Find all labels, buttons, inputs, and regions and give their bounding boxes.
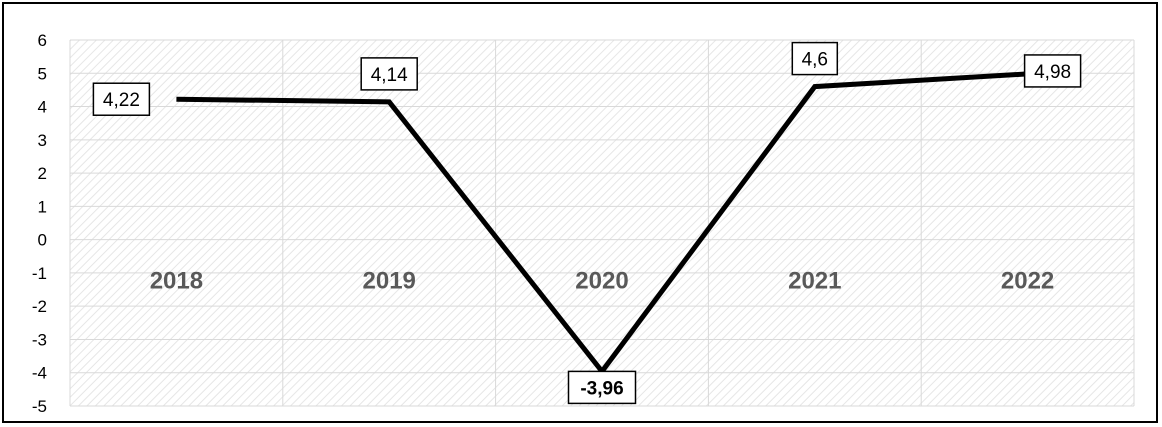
y-tick-label: 0: [38, 231, 47, 250]
x-category-label: 2018: [150, 268, 203, 295]
y-tick-label: -4: [32, 364, 47, 383]
data-label-box: [567, 370, 637, 405]
data-label-box: [360, 57, 418, 91]
data-label-text: 4,6: [802, 50, 828, 71]
data-labels: 4,22 4,14 -3,96 4,6 4,98: [92, 41, 1082, 405]
plot-area: [70, 40, 1134, 406]
y-tick-label: -3: [32, 330, 47, 349]
y-tick-label: 5: [38, 64, 47, 83]
x-category-label: 2019: [363, 268, 416, 295]
y-tick-label: 2: [38, 164, 47, 183]
data-label-2022: 4,98: [1023, 54, 1082, 88]
data-label-box: [1023, 54, 1082, 88]
data-label-2021: 4,6: [791, 41, 839, 76]
y-axis: 6 5 4 3 2 1 0 -1 -2 -3 -4 -5: [32, 31, 47, 416]
data-label-2020: -3,96: [567, 370, 637, 405]
data-label-text: 4,98: [1034, 62, 1071, 83]
y-tick-label: 1: [38, 197, 47, 216]
y-tick-label: 6: [38, 31, 47, 50]
data-label-2018: 4,22: [92, 82, 151, 116]
y-tick-label: -5: [32, 397, 47, 416]
x-category-label: 2020: [575, 268, 628, 295]
y-tick-label: -2: [32, 297, 47, 316]
data-label-text: 4,14: [371, 65, 408, 86]
x-category-label: 2022: [1001, 268, 1054, 295]
y-tick-label: 3: [38, 131, 47, 150]
data-label-box: [791, 41, 839, 76]
data-label-text: -3,96: [580, 378, 623, 399]
data-label-text: 4,22: [103, 90, 140, 111]
x-axis: 2018 2019 2020 2021 2022: [150, 268, 1055, 295]
data-label-box: [92, 82, 151, 116]
y-tick-label: -1: [32, 264, 47, 283]
x-category-label: 2021: [788, 268, 841, 295]
data-label-2019: 4,14: [360, 57, 418, 91]
y-tick-label: 4: [38, 98, 47, 117]
